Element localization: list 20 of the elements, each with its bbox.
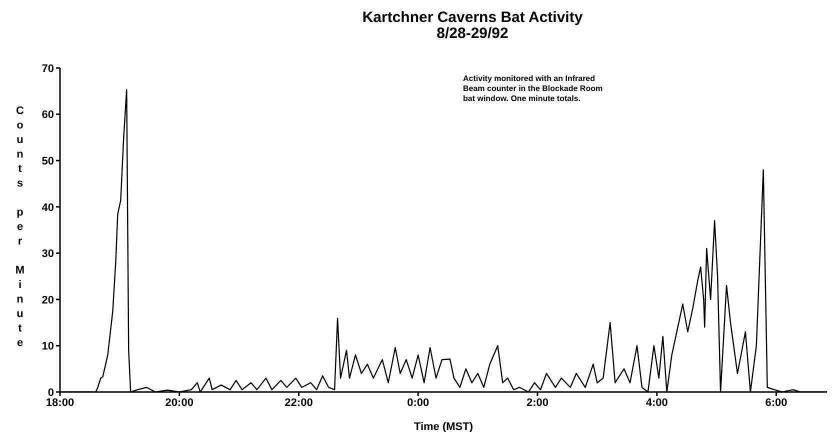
text: Counts per Minute [15, 105, 25, 349]
chart-title: Kartchner Caverns Bat Activity [361, 9, 584, 26]
y-tick-label: 50 [42, 155, 54, 168]
x-tick-label: 2:00 [526, 396, 549, 409]
x-tick-label: 0:00 [407, 396, 430, 409]
y-tick-label: 70 [42, 62, 54, 75]
x-tick-label: 4:00 [646, 396, 668, 409]
x-tick-label: 18:00 [46, 396, 74, 409]
x-tick-label: 20:00 [165, 396, 194, 409]
chart-subtitle: 8/28-29/92 [436, 25, 510, 42]
y-tick-label: 60 [42, 109, 54, 122]
y-tick-label: 10 [42, 340, 54, 353]
annotation: Activity monitored with an Infrared Beam counter in the Blockade Room bat window. One minute totals. [463, 74, 604, 104]
y-tick-label: 0 [48, 386, 54, 399]
x-tick-label: 6:00 [765, 396, 788, 409]
x-tick-label: 22:00 [284, 396, 313, 409]
y-tick-label: 30 [42, 248, 54, 260]
x-axis-title: Time (MST) [414, 421, 474, 433]
y-tick-label: 40 [42, 202, 54, 214]
y-tick-label: 20 [42, 294, 54, 306]
